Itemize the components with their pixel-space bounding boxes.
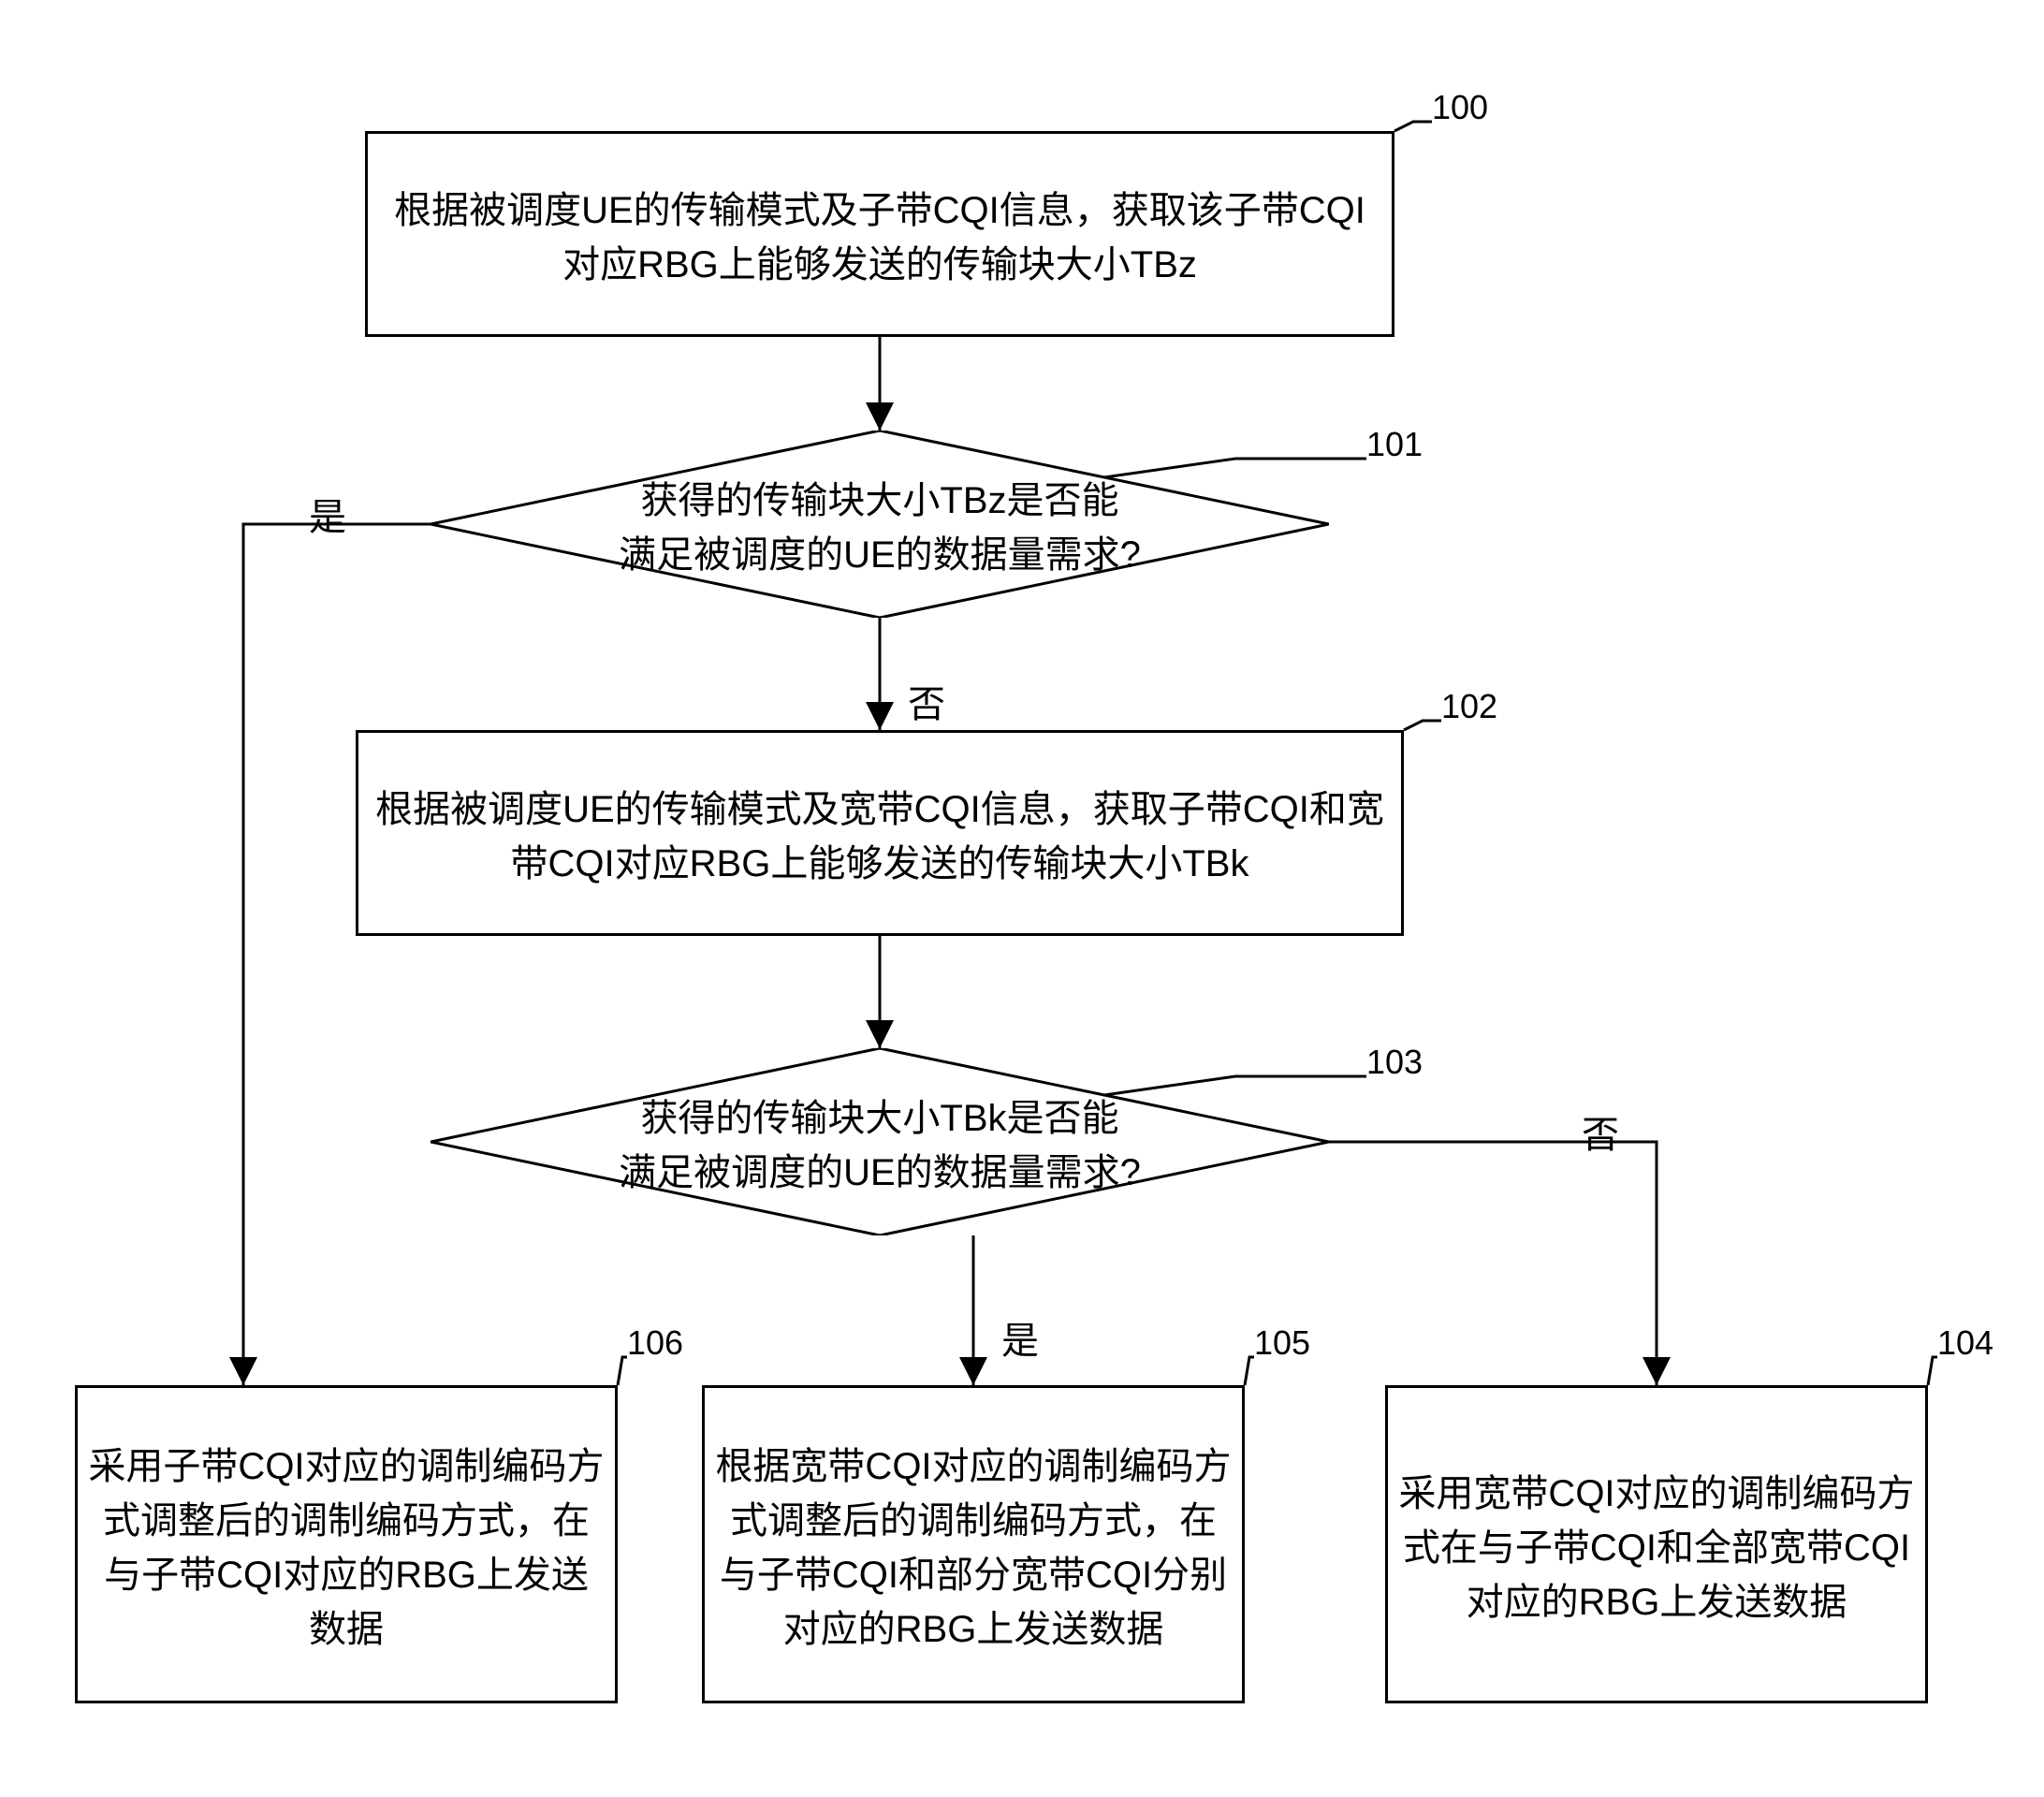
leader-n105 (1245, 1357, 1254, 1385)
node-n103: 获得的传输块大小TBk是否能 满足被调度的UE的数据量需求? (431, 1048, 1329, 1235)
node-number-n102: 102 (1441, 687, 1497, 726)
node-n100: 根据被调度UE的传输模式及子带CQI信息，获取该子带CQI对应RBG上能够发送的… (365, 131, 1394, 337)
leader-n106 (618, 1357, 627, 1385)
node-number-n100: 100 (1432, 88, 1488, 127)
node-text: 根据被调度UE的传输模式及宽带CQI信息，获取子带CQI和宽带CQI对应RBG上… (368, 779, 1392, 887)
leader-n104 (1928, 1357, 1937, 1385)
edge-label: 是 (1001, 1310, 1039, 1365)
node-text: 获得的传输块大小TBz是否能 满足被调度的UE的数据量需求? (619, 470, 1141, 578)
leader-n100 (1394, 122, 1432, 131)
node-text: 获得的传输块大小TBk是否能 满足被调度的UE的数据量需求? (619, 1088, 1141, 1196)
node-number-n104: 104 (1937, 1323, 1993, 1363)
edge-label: 否 (908, 674, 945, 728)
edge-label: 是 (309, 487, 346, 541)
node-n104: 采用宽带CQI对应的调制编码方式在与子带CQI和全部宽带CQI对应的RBG上发送… (1385, 1385, 1928, 1703)
edge-label: 否 (1582, 1104, 1619, 1159)
node-text: 根据宽带CQI对应的调制编码方式调整后的调制编码方式，在与子带CQI和部分宽带C… (714, 1436, 1233, 1653)
edge (1329, 1142, 1657, 1385)
flowchart-canvas: 根据被调度UE的传输模式及子带CQI信息，获取该子带CQI对应RBG上能够发送的… (0, 0, 2044, 1797)
node-n102: 根据被调度UE的传输模式及宽带CQI信息，获取子带CQI和宽带CQI对应RBG上… (356, 730, 1404, 936)
node-n106: 采用子带CQI对应的调制编码方式调整后的调制编码方式，在与子带CQI对应的RBG… (75, 1385, 618, 1703)
node-text: 采用宽带CQI对应的调制编码方式在与子带CQI和全部宽带CQI对应的RBG上发送… (1397, 1463, 1916, 1626)
node-number-n101: 101 (1366, 425, 1423, 464)
edge (243, 524, 431, 1385)
node-number-n105: 105 (1254, 1323, 1310, 1363)
node-text: 根据被调度UE的传输模式及子带CQI信息，获取该子带CQI对应RBG上能够发送的… (377, 180, 1382, 288)
node-number-n103: 103 (1366, 1043, 1423, 1082)
node-n101: 获得的传输块大小TBz是否能 满足被调度的UE的数据量需求? (431, 431, 1329, 618)
node-number-n106: 106 (627, 1323, 683, 1363)
node-text: 采用子带CQI对应的调制编码方式调整后的调制编码方式，在与子带CQI对应的RBG… (87, 1436, 606, 1653)
node-n105: 根据宽带CQI对应的调制编码方式调整后的调制编码方式，在与子带CQI和部分宽带C… (702, 1385, 1245, 1703)
leader-n102 (1404, 721, 1441, 730)
